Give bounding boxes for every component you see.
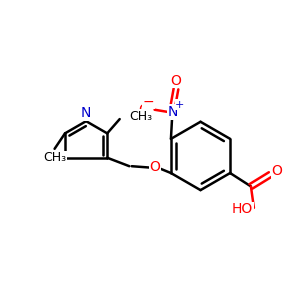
Text: O: O	[138, 103, 149, 117]
Text: +: +	[175, 100, 184, 110]
Text: O: O	[51, 151, 62, 165]
Text: N: N	[80, 106, 91, 120]
Text: HO: HO	[232, 202, 253, 216]
Text: −: −	[142, 94, 154, 108]
Text: O: O	[170, 74, 182, 88]
Text: O: O	[272, 164, 282, 178]
Text: O: O	[149, 160, 160, 174]
Text: N: N	[167, 105, 178, 119]
Text: CH₃: CH₃	[43, 151, 66, 164]
Text: CH₃: CH₃	[130, 110, 153, 123]
